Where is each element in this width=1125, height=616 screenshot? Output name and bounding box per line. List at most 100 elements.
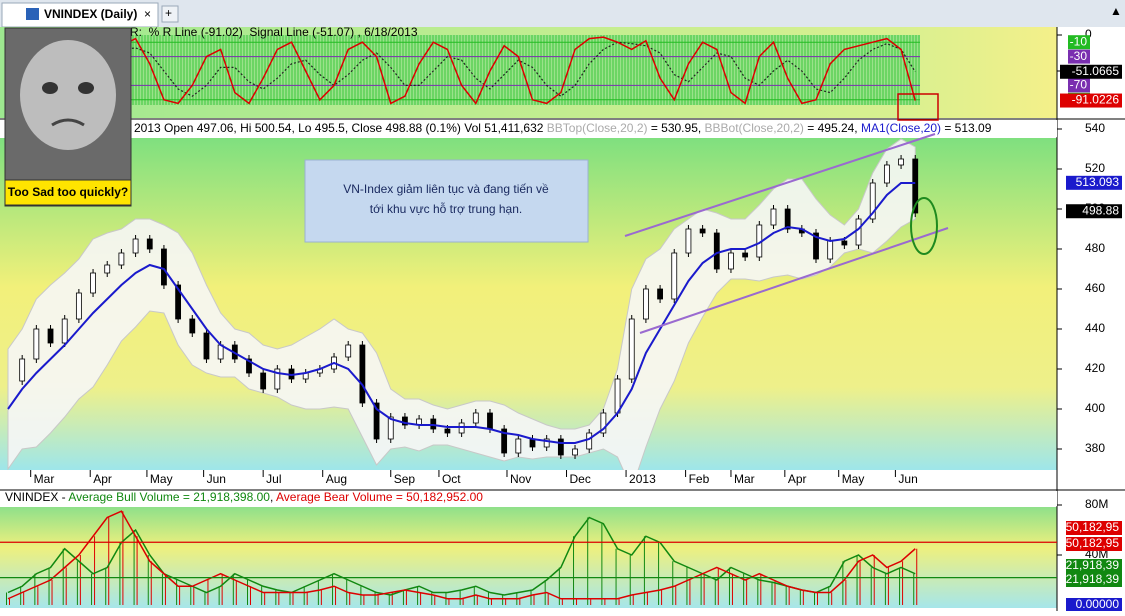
- value-box: [1066, 175, 1122, 190]
- header-segment: VNINDEX -: [5, 490, 68, 504]
- value-box-label: -70: [1070, 78, 1088, 92]
- candle: [501, 428, 508, 454]
- x-tick-label: Mar: [34, 472, 55, 486]
- panel: [7, 138, 919, 470]
- y-tick-label: 80M: [1085, 497, 1108, 511]
- header-segment: R: % R Line (-91.02) Signal Line (-51.07…: [130, 25, 418, 39]
- tab-icon: [26, 8, 39, 20]
- value-box: [1066, 559, 1122, 573]
- value-box: [1066, 204, 1122, 219]
- candle: [373, 402, 380, 440]
- photo-mouth: [51, 118, 85, 127]
- candle: [713, 232, 720, 270]
- value-box-label: -91.0226: [1072, 93, 1120, 107]
- value-box-label: 21,918,39: [1066, 572, 1120, 586]
- panel-header: VNINDEX - Average Bull Volume = 21,918,3…: [5, 490, 483, 504]
- candle: [472, 412, 479, 424]
- x-tick-label: May: [842, 472, 865, 486]
- x-tick-label: Aug: [326, 472, 347, 486]
- candle: [132, 238, 139, 254]
- value-box: [1066, 521, 1122, 535]
- candle: [883, 164, 890, 184]
- candle: [855, 218, 862, 246]
- x-tick-label: Jun: [207, 472, 226, 486]
- candle: [586, 432, 593, 450]
- candle: [869, 182, 876, 220]
- x-tick-label: May: [150, 472, 173, 486]
- candle: [61, 318, 68, 344]
- value-box-label: 50,182,95: [1066, 520, 1120, 534]
- value-box: [1068, 35, 1090, 50]
- photo-caption-box: [4, 179, 132, 206]
- candle: [628, 318, 635, 380]
- candle: [387, 416, 394, 440]
- candle: [557, 438, 564, 456]
- y-tick-label: 420: [1085, 361, 1105, 375]
- value-box: [1060, 93, 1122, 108]
- candle: [75, 292, 82, 320]
- new-tab[interactable]: [161, 5, 179, 23]
- candle: [47, 328, 54, 344]
- candle: [685, 228, 692, 254]
- header-segment: Average Bull Volume = 21,918,398.00: [68, 490, 270, 504]
- x-tick-label: Apr: [788, 472, 807, 486]
- annotation-box: [304, 159, 589, 243]
- candle: [402, 416, 408, 426]
- bear-volume-line: [7, 510, 916, 600]
- header-segment: = 530.95,: [647, 121, 704, 135]
- trend-line: [639, 227, 949, 334]
- value-box: [1068, 78, 1090, 93]
- candle: [770, 208, 777, 226]
- plot-layer: R: % R Line (-91.02) Signal Line (-51.07…: [0, 25, 1122, 612]
- volume-background: [0, 507, 1057, 608]
- candle: [90, 272, 96, 294]
- highlight-box: [897, 93, 939, 121]
- panel: [7, 36, 920, 105]
- value-box: [1068, 49, 1090, 64]
- y-tick-label: 380: [1085, 441, 1105, 455]
- candle: [104, 264, 111, 274]
- y-tick-label: 440: [1085, 321, 1105, 335]
- candle: [671, 252, 678, 300]
- x-tick-label: 2013: [629, 472, 656, 486]
- candle: [841, 240, 848, 246]
- scroll-up[interactable]: ▲: [1110, 4, 1122, 18]
- value-box: [1066, 537, 1122, 551]
- candle: [487, 412, 493, 430]
- candle: [203, 332, 210, 360]
- candle: [813, 232, 819, 260]
- candle: [898, 158, 904, 166]
- signal-line: [7, 41, 916, 97]
- candle: [444, 428, 451, 434]
- value-box-label: -51.0665: [1072, 64, 1120, 78]
- candle: [33, 328, 40, 360]
- header-segment: MA1(Close,20): [861, 121, 941, 135]
- tab-close[interactable]: ×: [144, 7, 151, 21]
- value-box-label: -30: [1070, 49, 1088, 63]
- x-tick-label: Nov: [510, 472, 531, 486]
- candle: [742, 252, 749, 258]
- candle: [175, 284, 182, 320]
- header-segment: BBBot(Close,20,2): [705, 121, 804, 135]
- y-tick-label: 520: [1085, 161, 1105, 175]
- highlight-ellipse: [910, 197, 938, 255]
- y-tick-label: 400: [1085, 401, 1105, 415]
- panel-header: 2013 Open 497.06, Hi 500.54, Lo 495.5, C…: [134, 121, 992, 135]
- value-box-label: 21,918,39: [1066, 558, 1120, 572]
- photo-eye: [42, 82, 58, 94]
- candle: [657, 288, 663, 300]
- candle: [274, 368, 281, 390]
- photo-caption: Too Sad too quickly?: [8, 185, 128, 199]
- candle: [118, 252, 125, 266]
- candle: [614, 378, 621, 414]
- panel-header: R: % R Line (-91.02) Signal Line (-51.07…: [130, 25, 418, 39]
- header-segment: = 513.09: [941, 121, 992, 135]
- annotation-line: tới khu vực hỗ trợ trung hạn.: [370, 201, 523, 216]
- header-strip: [0, 120, 1057, 137]
- candle: [515, 438, 522, 454]
- x-tick-label: Jul: [266, 472, 281, 486]
- value-box: [1066, 573, 1122, 587]
- trend-line: [624, 133, 936, 237]
